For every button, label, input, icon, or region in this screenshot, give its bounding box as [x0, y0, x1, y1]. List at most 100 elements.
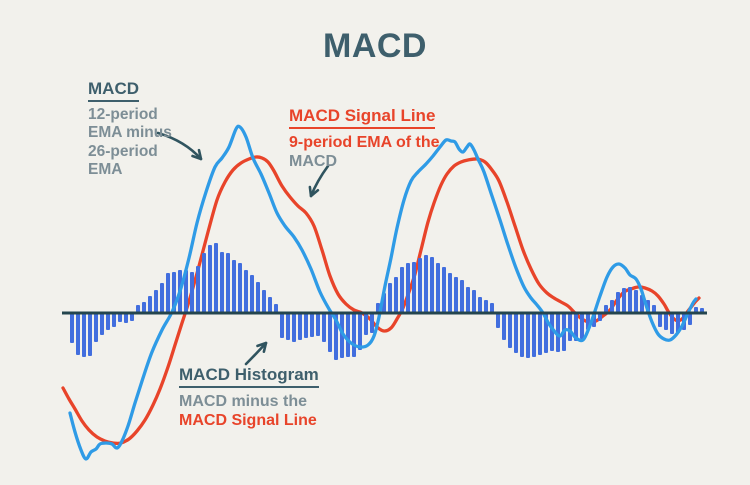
- histogram-bar: [316, 313, 320, 336]
- histogram-bar: [136, 305, 140, 313]
- histogram-bar: [346, 313, 350, 357]
- histogram-bar: [310, 313, 314, 337]
- histogram-bar: [616, 292, 620, 313]
- histogram-bar: [550, 313, 554, 351]
- histogram-bar: [364, 313, 368, 335]
- histogram-bar: [328, 313, 332, 352]
- signal-annotation-arrow-head: [308, 185, 320, 198]
- histogram-bar: [580, 313, 584, 339]
- macd-annotation-line: 26-period: [88, 142, 158, 160]
- histogram-bar: [556, 313, 560, 352]
- histogram-bar: [184, 270, 188, 313]
- histogram-bar: [118, 313, 122, 322]
- histogram-annotation-heading: MACD Histogram: [179, 366, 319, 388]
- histogram-bar: [142, 302, 146, 313]
- histogram-bar: [514, 313, 518, 353]
- histogram-bar: [304, 313, 308, 338]
- histogram-bar: [298, 313, 302, 340]
- histogram-bar: [358, 313, 362, 350]
- histogram-bar: [526, 313, 530, 358]
- histogram-bar: [154, 290, 158, 313]
- histogram-bar: [424, 255, 428, 313]
- histogram-bar: [628, 287, 632, 313]
- histogram-bar: [400, 267, 404, 313]
- histogram-bar: [490, 303, 494, 313]
- histogram-bar: [196, 266, 200, 313]
- signal-annotation-heading: MACD Signal Line: [289, 107, 436, 129]
- histogram-bar: [460, 280, 464, 313]
- histogram-bar: [112, 313, 116, 327]
- histogram-bar: [520, 313, 524, 357]
- histogram-bar: [478, 297, 482, 313]
- histogram-bar: [484, 300, 488, 313]
- histogram-annotation-arrow-head: [256, 341, 268, 353]
- histogram-bar: [148, 296, 152, 313]
- histogram-bar: [574, 313, 578, 341]
- histogram-bar: [88, 313, 92, 356]
- histogram-annotation-line: MACD Signal Line: [179, 412, 317, 430]
- macd-annotation-line: EMA minus: [88, 124, 172, 142]
- histogram-bar: [598, 313, 602, 321]
- macd-line-path: [68, 124, 698, 461]
- histogram-bar: [94, 313, 98, 342]
- histogram-bar: [538, 313, 542, 355]
- histogram-bar: [352, 313, 356, 357]
- histogram-bar: [322, 313, 326, 342]
- histogram-bar: [634, 290, 638, 313]
- histogram-bar: [418, 258, 422, 313]
- histogram-bar: [394, 277, 398, 313]
- histogram-bar: [622, 288, 626, 313]
- histogram-bar: [190, 272, 194, 313]
- histogram-bar: [466, 287, 470, 313]
- histogram-annotation: MACD Histogram MACD minus the MACD Signa…: [179, 366, 319, 431]
- histogram-bar: [208, 245, 212, 313]
- histogram-bar: [472, 290, 476, 313]
- histogram-bar: [436, 263, 440, 313]
- histogram-bar: [214, 243, 218, 313]
- histogram-bar: [244, 270, 248, 313]
- histogram-bar: [100, 313, 104, 335]
- histogram-bar: [262, 290, 266, 313]
- histogram-bar: [412, 262, 416, 313]
- macd-annotation-arrow-head: [191, 148, 203, 161]
- histogram-bar: [292, 313, 296, 342]
- histogram-bar: [166, 273, 170, 313]
- histogram-bar: [406, 263, 410, 313]
- histogram-bar: [610, 300, 614, 313]
- signal-annotation-line: MACD: [289, 152, 337, 170]
- page-title: MACD: [323, 27, 427, 65]
- histogram-bar: [688, 313, 692, 325]
- histogram-bar: [280, 313, 284, 338]
- histogram-bar: [160, 283, 164, 313]
- histogram-bar: [238, 263, 242, 313]
- histogram-bar: [286, 313, 290, 340]
- histogram-bar: [430, 257, 434, 313]
- histogram-bar: [658, 313, 662, 327]
- histogram-bar: [268, 297, 272, 313]
- histogram-bar: [508, 313, 512, 348]
- histogram-bar: [664, 313, 668, 330]
- histogram-bar: [652, 305, 656, 313]
- histogram-bar: [670, 313, 674, 334]
- histogram-bar: [250, 275, 254, 313]
- histogram-bar: [226, 253, 230, 313]
- histogram-bar: [70, 313, 74, 343]
- macd-line-annotation: MACD 12-period EMA minus 26-period EMA: [88, 80, 180, 180]
- macd-annotation-heading: MACD: [88, 80, 139, 102]
- histogram-bar: [496, 313, 500, 328]
- histogram-bar: [448, 273, 452, 313]
- histogram-bar: [454, 277, 458, 313]
- histogram-bar: [370, 313, 374, 333]
- histogram-bar: [82, 313, 86, 357]
- histogram-bar: [502, 313, 506, 340]
- histogram-annotation-line: MACD minus the: [179, 392, 307, 410]
- macd-annotation-line: 12-period: [88, 105, 158, 123]
- histogram-bar: [274, 304, 278, 313]
- histogram-bar: [232, 260, 236, 313]
- histogram-bar: [124, 313, 128, 323]
- histogram-bar: [442, 267, 446, 313]
- histogram-bar: [388, 283, 392, 313]
- macd-annotation-line: EMA: [88, 161, 123, 179]
